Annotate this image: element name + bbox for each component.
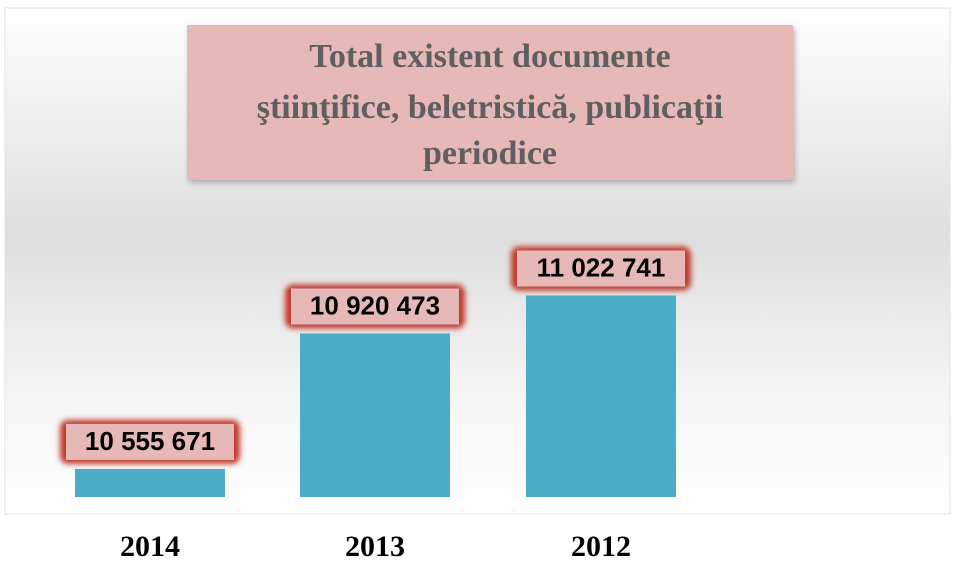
chart-title: periodice <box>423 135 557 172</box>
label-box <box>291 288 459 325</box>
x-tick-label: 2012 <box>571 530 631 563</box>
bar <box>75 468 225 497</box>
label-box <box>66 423 234 460</box>
data-label: 11 022 741 <box>537 252 666 282</box>
data-label: 10 920 473 <box>310 290 440 320</box>
x-tick-label: 2014 <box>120 530 180 563</box>
data-label: 10 555 671 <box>85 426 215 456</box>
label-box <box>517 250 685 287</box>
bar <box>300 333 450 497</box>
chart-title: Total existent documente <box>309 38 670 75</box>
bar <box>526 295 676 497</box>
x-tick-label: 2013 <box>345 530 405 563</box>
chart-title: ştiinţifice, beletristică, publicaţii <box>257 89 724 126</box>
title-box <box>187 25 793 180</box>
